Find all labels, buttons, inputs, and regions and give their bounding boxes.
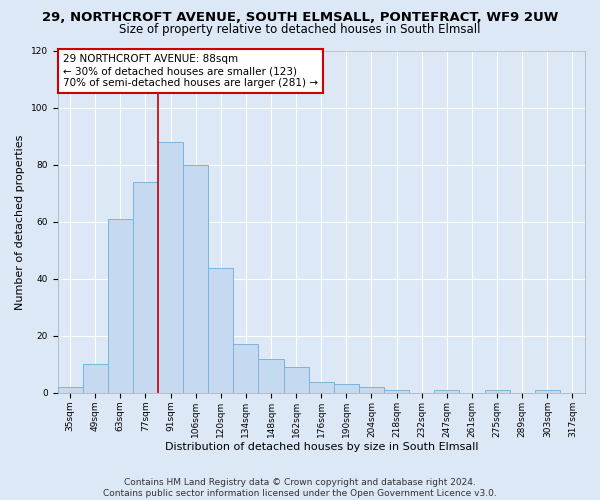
Bar: [158, 142, 183, 393]
Bar: [183, 165, 208, 393]
Text: Size of property relative to detached houses in South Elmsall: Size of property relative to detached ho…: [119, 22, 481, 36]
Bar: [284, 368, 309, 393]
Bar: [485, 390, 509, 393]
Bar: [334, 384, 359, 393]
Y-axis label: Number of detached properties: Number of detached properties: [15, 134, 25, 310]
Bar: [359, 387, 384, 393]
Text: Contains HM Land Registry data © Crown copyright and database right 2024.
Contai: Contains HM Land Registry data © Crown c…: [103, 478, 497, 498]
Bar: [434, 390, 460, 393]
Bar: [309, 382, 334, 393]
Bar: [384, 390, 409, 393]
Bar: [58, 387, 83, 393]
Text: 29, NORTHCROFT AVENUE, SOUTH ELMSALL, PONTEFRACT, WF9 2UW: 29, NORTHCROFT AVENUE, SOUTH ELMSALL, PO…: [42, 11, 558, 24]
Bar: [208, 268, 233, 393]
Bar: [233, 344, 259, 393]
Bar: [108, 219, 133, 393]
Bar: [133, 182, 158, 393]
X-axis label: Distribution of detached houses by size in South Elmsall: Distribution of detached houses by size …: [164, 442, 478, 452]
Bar: [83, 364, 108, 393]
Bar: [535, 390, 560, 393]
Bar: [259, 358, 284, 393]
Text: 29 NORTHCROFT AVENUE: 88sqm
← 30% of detached houses are smaller (123)
70% of se: 29 NORTHCROFT AVENUE: 88sqm ← 30% of det…: [63, 54, 318, 88]
